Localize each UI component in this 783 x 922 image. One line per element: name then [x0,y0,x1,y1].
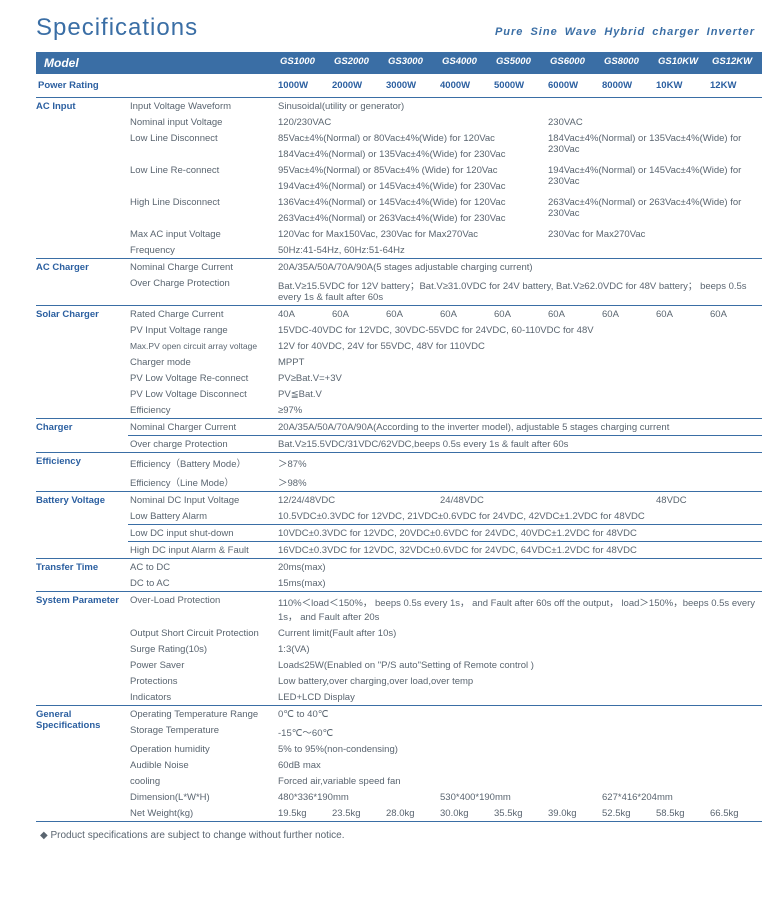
general-weight: Net Weight(kg) 19.5kg 23.5kg 28.0kg 30.0… [36,805,762,821]
ac-input-high-disc: High Line Disconnect 136Vac±4%(Normal) o… [36,194,762,210]
ac-charger-nominal: AC Charger Nominal Charge Current 20A/35… [36,259,762,276]
spec-sheet: Specifications Pure Sine Wave Hybrid cha… [0,0,783,851]
ac-input-low-disc: Low Line Disconnect 85Vac±4%(Normal) or … [36,130,762,146]
transfer-ac2dc: Transfer Time AC to DC 20ms(max) [36,559,762,576]
header-row: Model GS1000 GS2000 GS3000 GS4000 GS5000… [36,52,762,74]
page-title: Specifications [36,14,198,42]
col-gs2000: GS2000 [330,52,384,74]
col-gs6000: GS6000 [546,52,600,74]
ac-charger-over: Over Charge Protection Bat.V≥15.5VDC for… [36,275,762,305]
title-row: Specifications Pure Sine Wave Hybrid cha… [36,14,755,42]
power-label: Power Rating [36,74,276,97]
footer-note: Product specifications are subject to ch… [36,822,755,841]
col-gs10kw: GS10KW [654,52,708,74]
spec-table: Model GS1000 GS2000 GS3000 GS4000 GS5000… [36,52,762,822]
power-rating-row: Power Rating 1000W 2000W 3000W 4000W 500… [36,74,762,97]
col-gs3000: GS3000 [384,52,438,74]
ac-input-low-re: Low Line Re-connect 95Vac±4%(Normal) or … [36,162,762,178]
efficiency-bat: Efficiency Efficiency（Battery Mode） ＞87% [36,453,762,473]
ac-input-label: AC Input [36,98,128,115]
solar-rated: Solar Charger Rated Charge Current 40A 6… [36,306,762,323]
col-gs12kw: GS12KW [708,52,762,74]
general-op-temp: General Specifications Operating Tempera… [36,706,762,723]
battery-nominal: Battery Voltage Nominal DC Input Voltage… [36,492,762,509]
header-model: Model [36,52,276,74]
product-type: Pure Sine Wave Hybrid charger Inverter [495,26,755,38]
col-gs4000: GS4000 [438,52,492,74]
general-dim: Dimension(L*W*H) 480*336*190mm 530*400*1… [36,789,762,805]
charger-nominal: Charger Nominal Charger Current 20A/35A/… [36,419,762,436]
col-gs5000: GS5000 [492,52,546,74]
col-gs8000: GS8000 [600,52,654,74]
ac-input-waveform: AC Input Input Voltage Waveform Sinusoid… [36,98,762,115]
system-overload: System Parameter Over-Load Protection 11… [36,592,762,626]
col-gs1000: GS1000 [276,52,330,74]
ac-input-max: Max AC input Voltage 120Vac for Max150Va… [36,226,762,242]
ac-input-freq: Frequency 50Hz:41-54Hz, 60Hz:51-64Hz [36,242,762,258]
ac-input-nominal: Nominal input Voltage 120/230VAC 230VAC [36,114,762,130]
